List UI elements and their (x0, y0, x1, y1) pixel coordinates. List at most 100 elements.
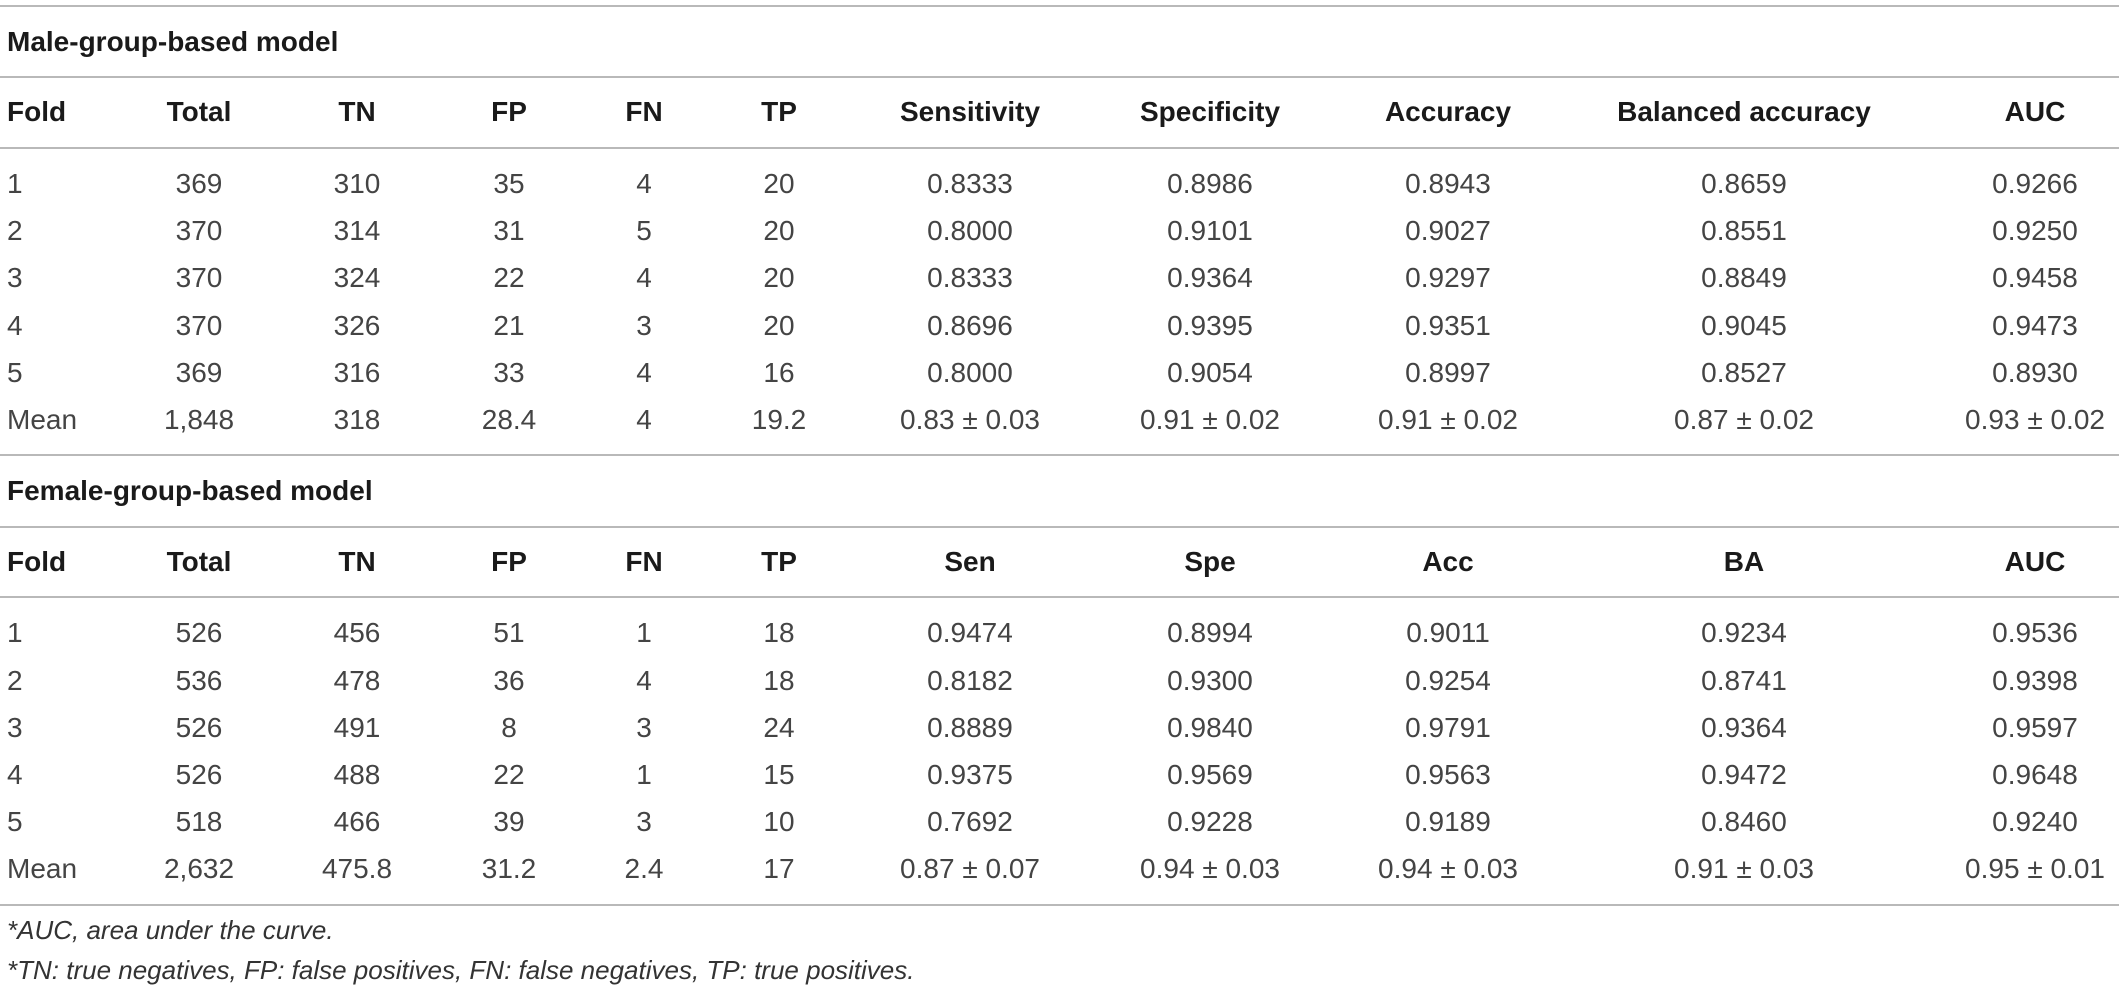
cell-fp: 8 (501, 712, 517, 743)
cell-auc: 0.9648 (1992, 759, 2078, 790)
cell-sensitivity: 0.83 ± 0.03 (900, 404, 1040, 435)
header-acc: Acc (1422, 546, 1474, 577)
cell-spe: 0.9840 (1167, 712, 1253, 743)
cell-fp: 33 (493, 357, 525, 388)
header-tn: TN (338, 96, 376, 127)
cell-tp: 20 (763, 310, 795, 341)
cell-total: 370 (175, 262, 223, 293)
section-2-title-rule (0, 526, 2119, 528)
cell-total: 370 (175, 310, 223, 341)
cell-tn: 310 (333, 168, 381, 199)
cell-auc: 0.93 ± 0.02 (1965, 404, 2105, 435)
cell-tn: 326 (333, 310, 381, 341)
cell-fold: 1 (7, 617, 23, 648)
cell-specificity: 0.9395 (1167, 310, 1253, 341)
cell-fn: 3 (636, 806, 652, 837)
cell-fp: 22 (493, 262, 525, 293)
cell-tp: 20 (763, 168, 795, 199)
cell-tn: 318 (333, 404, 381, 435)
header-fn: FN (625, 546, 663, 577)
cell-ba: 0.8460 (1701, 806, 1787, 837)
cell-fn: 4 (636, 357, 652, 388)
header-balanced-accuracy: Balanced accuracy (1617, 96, 1871, 127)
cell-fold: 4 (7, 759, 23, 790)
cell-sensitivity: 0.8333 (927, 168, 1013, 199)
table-top-rule (0, 5, 2119, 7)
cell-auc: 0.9398 (1992, 665, 2078, 696)
cell-fn: 3 (636, 310, 652, 341)
cell-fp: 31 (493, 215, 525, 246)
header-tp: TP (761, 96, 797, 127)
cell-total: 526 (175, 712, 223, 743)
cell-tn: 491 (333, 712, 381, 743)
cell-total: 526 (175, 759, 223, 790)
cell-tn: 475.8 (321, 853, 393, 884)
cell-ba: 0.9364 (1701, 712, 1787, 743)
cell-tp: 15 (763, 759, 795, 790)
header-auc: AUC (2004, 96, 2066, 127)
cell-balanced-accuracy: 0.8659 (1701, 168, 1787, 199)
cell-sen: 0.87 ± 0.07 (900, 853, 1040, 884)
cell-balanced-accuracy: 0.8849 (1701, 262, 1787, 293)
cell-tn: 314 (333, 215, 381, 246)
cell-fold: 2 (7, 215, 23, 246)
cell-fn: 2.4 (624, 853, 664, 884)
cell-ba: 0.91 ± 0.03 (1674, 853, 1814, 884)
cell-acc: 0.9254 (1405, 665, 1491, 696)
cell-tn: 324 (333, 262, 381, 293)
header-tn: TN (338, 546, 376, 577)
cell-tp: 20 (763, 262, 795, 293)
cell-acc: 0.9563 (1405, 759, 1491, 790)
cell-tp: 17 (763, 853, 795, 884)
cell-accuracy: 0.8943 (1405, 168, 1491, 199)
table-bottom-rule (0, 904, 2119, 906)
cell-specificity: 0.9101 (1167, 215, 1253, 246)
cell-tn: 478 (333, 665, 381, 696)
cell-spe: 0.9569 (1167, 759, 1253, 790)
cell-accuracy: 0.91 ± 0.02 (1378, 404, 1518, 435)
cell-tn: 316 (333, 357, 381, 388)
header-spe: Spe (1184, 546, 1236, 577)
header-total: Total (166, 546, 232, 577)
cell-total: 369 (175, 168, 223, 199)
cell-total: 1,848 (163, 404, 235, 435)
cell-fp: 21 (493, 310, 525, 341)
cell-auc: 0.9250 (1992, 215, 2078, 246)
cell-fn: 4 (636, 168, 652, 199)
cell-total: 536 (175, 665, 223, 696)
cell-fn: 1 (636, 617, 652, 648)
section-1-title-rule (0, 76, 2119, 78)
cell-fp: 31.2 (481, 853, 537, 884)
cell-auc: 0.8930 (1992, 357, 2078, 388)
header-sensitivity: Sensitivity (899, 96, 1041, 127)
cell-fn: 3 (636, 712, 652, 743)
footnote-abbreviations: *TN: true negatives, FP: false positives… (7, 955, 915, 985)
cell-total: 526 (175, 617, 223, 648)
cell-specificity: 0.91 ± 0.02 (1140, 404, 1280, 435)
cell-acc: 0.94 ± 0.03 (1378, 853, 1518, 884)
section-1-title: Male-group-based model (7, 26, 339, 57)
cell-total: 369 (175, 357, 223, 388)
cell-spe: 0.9228 (1167, 806, 1253, 837)
cell-specificity: 0.9364 (1167, 262, 1253, 293)
cell-tp: 18 (763, 617, 795, 648)
cell-fold: 1 (7, 168, 23, 199)
cell-tp: 20 (763, 215, 795, 246)
cell-auc: 0.9458 (1992, 262, 2078, 293)
cell-total: 518 (175, 806, 223, 837)
cell-fold: Mean (7, 404, 78, 435)
cell-auc: 0.9473 (1992, 310, 2078, 341)
section-1-header-rule (0, 147, 2119, 149)
cell-fold: 5 (7, 806, 23, 837)
cell-balanced-accuracy: 0.8551 (1701, 215, 1787, 246)
cell-fp: 22 (493, 759, 525, 790)
cell-sen: 0.9474 (927, 617, 1013, 648)
header-fold: Fold (7, 96, 67, 127)
cell-sen: 0.7692 (927, 806, 1013, 837)
cell-ba: 0.8741 (1701, 665, 1787, 696)
cell-fold: 3 (7, 712, 23, 743)
cell-auc: 0.9240 (1992, 806, 2078, 837)
cell-fp: 39 (493, 806, 525, 837)
cell-fp: 36 (493, 665, 525, 696)
cell-tp: 18 (763, 665, 795, 696)
